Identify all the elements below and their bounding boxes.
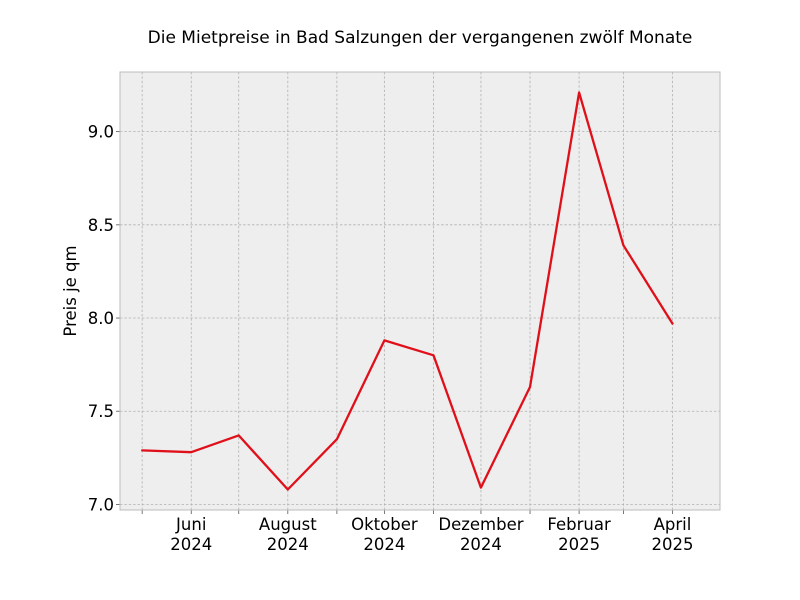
y-tick-label: 7.0 (88, 495, 114, 514)
x-tick-label-month: August (259, 515, 317, 534)
plot-area (120, 72, 720, 510)
x-tick-label-month: Dezember (438, 515, 523, 534)
plot-frame (119, 71, 721, 511)
y-axis-label: Preis je qm (61, 245, 80, 336)
series-line (141, 91, 674, 491)
ticks: 7.07.58.08.59.0Juni2024August2024Oktober… (88, 123, 694, 554)
y-tick-label: 8.0 (88, 309, 114, 328)
x-tick-label-month: Juni (175, 515, 206, 534)
x-tick-label-year: 2024 (170, 535, 212, 554)
x-tick-label-year: 2024 (267, 535, 309, 554)
x-tick-label-month: April (654, 515, 692, 534)
series (141, 91, 674, 491)
x-tick-label-month: Februar (547, 515, 611, 534)
x-tick-label-month: Oktober (351, 515, 418, 534)
y-tick-label: 9.0 (88, 123, 114, 142)
chart-title: Die Mietpreise in Bad Salzungen der verg… (148, 28, 693, 48)
x-tick-label-year: 2025 (652, 535, 694, 554)
x-tick-label-year: 2024 (460, 535, 502, 554)
x-tick-label-year: 2025 (558, 535, 600, 554)
x-tick-label-year: 2024 (363, 535, 405, 554)
y-tick-label: 8.5 (88, 216, 114, 235)
y-tick-label: 7.5 (88, 402, 114, 421)
grid (120, 72, 720, 510)
